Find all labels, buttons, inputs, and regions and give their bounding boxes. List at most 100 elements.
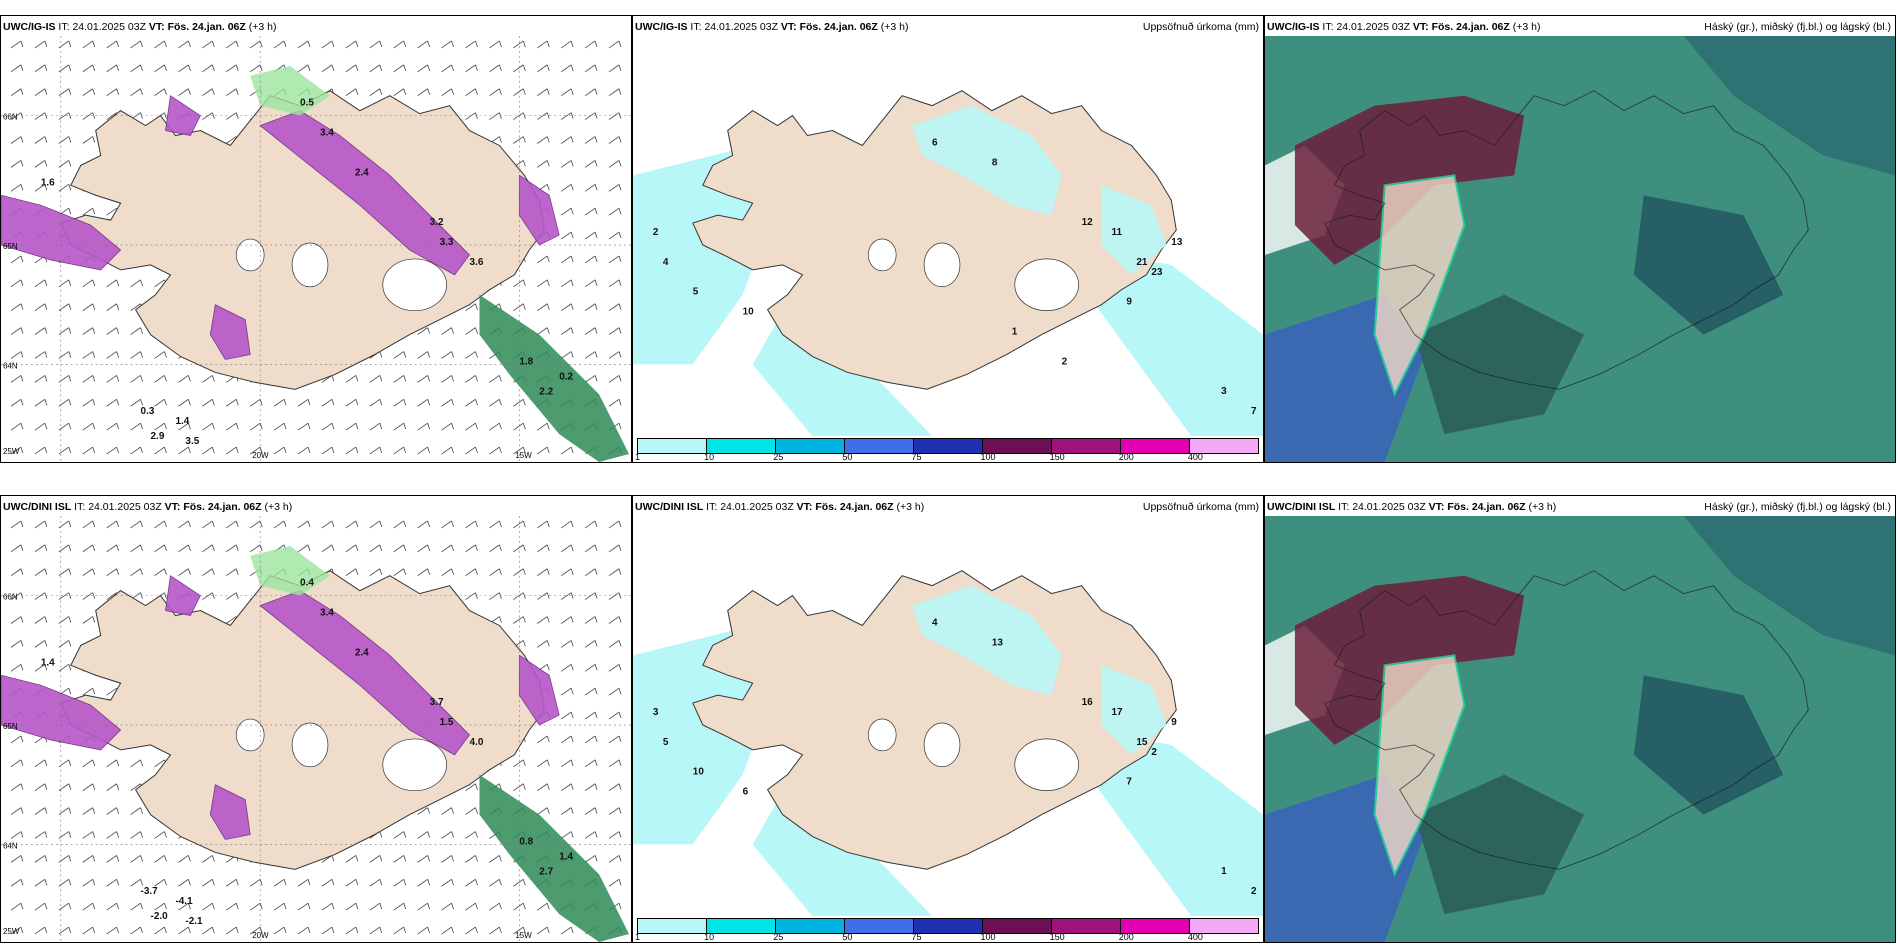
it-label: IT: xyxy=(1322,21,1334,33)
model-name: UWC/IG-IS xyxy=(635,21,688,33)
panel-header: UWC/IG-IS IT: 24.01.2025 03Z VT: Fös. 24… xyxy=(1267,18,1891,36)
cloud-plume xyxy=(1373,654,1466,877)
glacier xyxy=(1014,738,1079,791)
colorbar-cell xyxy=(638,919,707,933)
value-label: 1.4 xyxy=(175,416,189,427)
lead-time: (+3 h) xyxy=(880,21,909,33)
colorbar-cell xyxy=(638,439,707,453)
colorbar-label: 200 xyxy=(1118,932,1134,942)
value-label: 3.4 xyxy=(320,608,334,619)
iceland-land xyxy=(692,570,1177,870)
colorbar-cell xyxy=(914,919,983,933)
precip-value: 8 xyxy=(992,157,998,168)
cloud-area xyxy=(1414,774,1584,915)
snow-area xyxy=(165,95,201,136)
glacier xyxy=(235,238,265,272)
glacier xyxy=(867,718,897,752)
colorbar-cell xyxy=(1121,919,1190,933)
lead-time: (+3 h) xyxy=(1528,501,1557,513)
vt-value: Fös. 24.jan. 06Z xyxy=(167,21,246,33)
colorbar-cell xyxy=(1190,439,1258,453)
glacier xyxy=(382,258,447,312)
value-label: 1.4 xyxy=(41,657,55,668)
axis-label: 66N xyxy=(3,593,18,602)
precip-area xyxy=(912,585,1062,696)
map-area: 66N 65N 64N 25W 20W 15W 1.4 0.4 3.4 2.4 3.7 1.5 4.0 0… xyxy=(1,516,631,942)
precip-value: 2 xyxy=(1062,356,1068,367)
map-svg: 66N 65N 64N 25W 20W 15W 1.6 0.5 3.4 2.4 3.2 3.3 3.6 1… xyxy=(1,36,631,462)
vt-value: Fös. 24.jan. 06Z xyxy=(815,501,894,513)
it-label: IT: xyxy=(58,21,70,33)
value-label: 2.2 xyxy=(539,386,553,397)
colorbar-label: 75 xyxy=(911,932,922,942)
colorbar-cell xyxy=(707,919,776,933)
value-label: 2.4 xyxy=(355,647,369,658)
glacier xyxy=(867,238,897,272)
rain-area xyxy=(250,545,330,596)
lead-time: (+3 h) xyxy=(896,501,925,513)
precip-colorbar: 1 10 25 50 75 100 150 200 400 xyxy=(633,916,1263,942)
snow-area xyxy=(209,784,251,840)
lead-time: (+3 h) xyxy=(248,21,277,33)
value-label: 2.4 xyxy=(355,167,369,178)
glacier xyxy=(923,242,961,288)
model-name: UWC/IG-IS xyxy=(3,21,56,33)
it-label: IT: xyxy=(1338,501,1350,513)
colorbar-cell xyxy=(776,919,845,933)
panel-precip-bottom: UWC/DINI ISL IT: 24.01.2025 03Z VT: Fös.… xyxy=(632,495,1264,943)
snow-area xyxy=(259,590,471,756)
it-value: 24.01.2025 03Z xyxy=(704,21,778,33)
rain-area xyxy=(479,294,630,462)
value-label: -4.1 xyxy=(175,896,193,907)
panel-cloud-bottom: UWC/DINI ISL IT: 24.01.2025 03Z VT: Fös.… xyxy=(1264,495,1896,943)
glacier xyxy=(291,242,329,288)
map-svg xyxy=(1265,516,1895,942)
panel-description: Háský (gr.), miðský (fj.bl.) og lágský (… xyxy=(1704,501,1891,513)
cloud-area xyxy=(1633,195,1784,335)
axis-label: 66N xyxy=(3,113,18,122)
snow-area xyxy=(209,304,251,360)
colorbar-label: 100 xyxy=(980,452,996,462)
value-label: -3.7 xyxy=(141,886,159,897)
colorbar-cell xyxy=(776,439,845,453)
colorbar-label: 400 xyxy=(1187,932,1203,942)
map-area: 66N 65N 64N 25W 20W 15W 1.6 0.5 3.4 2.4 3.2 3.3 3.6 1… xyxy=(1,36,631,462)
axis-label: 20W xyxy=(252,451,269,460)
vt-value: Fös. 24.jan. 06Z xyxy=(799,21,878,33)
colorbar-label: 200 xyxy=(1118,452,1134,462)
graticule xyxy=(1,516,631,942)
rain-area xyxy=(250,65,330,116)
map-area xyxy=(1265,516,1895,942)
panel-wind-bottom: UWC/DINI ISL IT: 24.01.2025 03Z VT: Fös.… xyxy=(0,495,632,943)
cloud-area xyxy=(1414,294,1584,435)
vt-value: Fös. 24.jan. 06Z xyxy=(183,501,262,513)
precip-value: 3 xyxy=(653,707,659,718)
lead-time: (+3 h) xyxy=(264,501,293,513)
cloud-area xyxy=(1683,516,1895,656)
precip-value: 2 xyxy=(1251,886,1257,897)
precip-value: 15 xyxy=(1136,737,1148,748)
colorbar-cell xyxy=(1052,919,1121,933)
glacier xyxy=(382,738,447,792)
it-value: 24.01.2025 03Z xyxy=(1336,21,1410,33)
precip-value: 10 xyxy=(693,767,705,778)
colorbar-label: 150 xyxy=(1049,932,1065,942)
precip-value: 17 xyxy=(1111,707,1123,718)
vt-value: Fös. 24.jan. 06Z xyxy=(1431,21,1510,33)
map-area xyxy=(1265,36,1895,462)
panel-header: UWC/DINI ISL IT: 24.01.2025 03Z VT: Fös.… xyxy=(635,498,1259,516)
colorbar-cell xyxy=(1121,439,1190,453)
snow-area xyxy=(165,575,201,616)
precip-area xyxy=(633,145,773,365)
axis-label: 64N xyxy=(3,361,18,370)
precip-value: 5 xyxy=(663,737,669,748)
vt-value: Fös. 24.jan. 06Z xyxy=(1447,501,1526,513)
colorbar-label: 150 xyxy=(1049,452,1065,462)
colorbar-label: 50 xyxy=(842,452,853,462)
glacier xyxy=(1014,258,1079,311)
panel-precip-top: UWC/IG-IS IT: 24.01.2025 03Z VT: Fös. 24… xyxy=(632,15,1264,463)
it-value: 24.01.2025 03Z xyxy=(1352,501,1426,513)
it-value: 24.01.2025 03Z xyxy=(720,501,794,513)
value-label: 0.5 xyxy=(300,98,314,109)
